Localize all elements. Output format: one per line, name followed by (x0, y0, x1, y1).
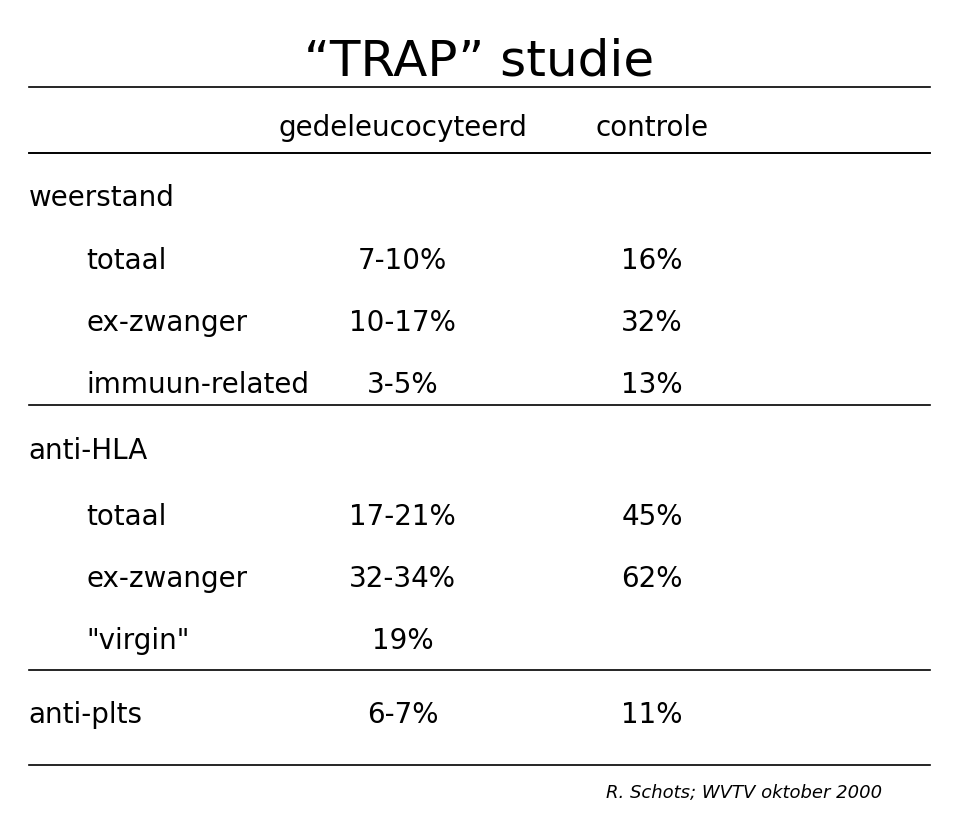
Text: controle: controle (596, 114, 709, 142)
Text: anti-HLA: anti-HLA (29, 437, 148, 465)
Text: 62%: 62% (621, 565, 683, 593)
Text: 45%: 45% (621, 503, 683, 531)
Text: R. Schots; WVTV oktober 2000: R. Schots; WVTV oktober 2000 (606, 784, 882, 802)
Text: anti-plts: anti-plts (29, 701, 143, 729)
Text: totaal: totaal (86, 503, 167, 531)
Text: 19%: 19% (372, 627, 433, 655)
Text: weerstand: weerstand (29, 184, 175, 213)
Text: "virgin": "virgin" (86, 627, 190, 655)
Text: immuun-related: immuun-related (86, 370, 310, 399)
Text: totaal: totaal (86, 246, 167, 275)
Text: 11%: 11% (621, 701, 683, 729)
Text: “TRAP” studie: “TRAP” studie (304, 37, 655, 85)
Text: 32-34%: 32-34% (349, 565, 456, 593)
Text: 3-5%: 3-5% (367, 370, 438, 399)
Text: 17-21%: 17-21% (349, 503, 456, 531)
Text: ex-zwanger: ex-zwanger (86, 565, 247, 593)
Text: 7-10%: 7-10% (358, 246, 448, 275)
Text: 32%: 32% (621, 308, 683, 337)
Text: 16%: 16% (621, 246, 683, 275)
Text: ex-zwanger: ex-zwanger (86, 308, 247, 337)
Text: gedeleucocyteerd: gedeleucocyteerd (278, 114, 527, 142)
Text: 6-7%: 6-7% (367, 701, 438, 729)
Text: 10-17%: 10-17% (349, 308, 456, 337)
Text: 13%: 13% (621, 370, 683, 399)
